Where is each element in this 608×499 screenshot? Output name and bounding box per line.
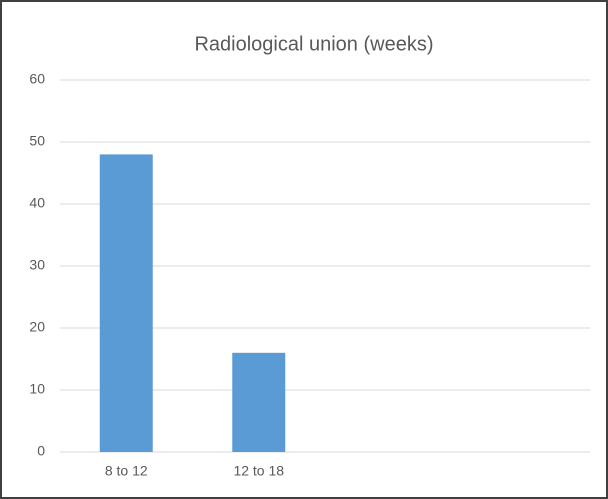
y-tick-label: 40 — [29, 195, 45, 211]
y-tick-label: 50 — [29, 133, 45, 149]
y-tick-label: 0 — [37, 443, 45, 459]
y-tick-label: 10 — [29, 381, 45, 397]
x-tick-label: 8 to 12 — [105, 463, 148, 479]
y-tick-label: 30 — [29, 257, 45, 273]
bar — [99, 154, 153, 452]
bar — [232, 352, 286, 452]
x-tick-label: 12 to 18 — [233, 463, 284, 479]
chart-title: Radiological union (weeks) — [194, 33, 433, 55]
y-tick-label: 60 — [29, 71, 45, 87]
y-tick-label: 20 — [29, 319, 45, 335]
